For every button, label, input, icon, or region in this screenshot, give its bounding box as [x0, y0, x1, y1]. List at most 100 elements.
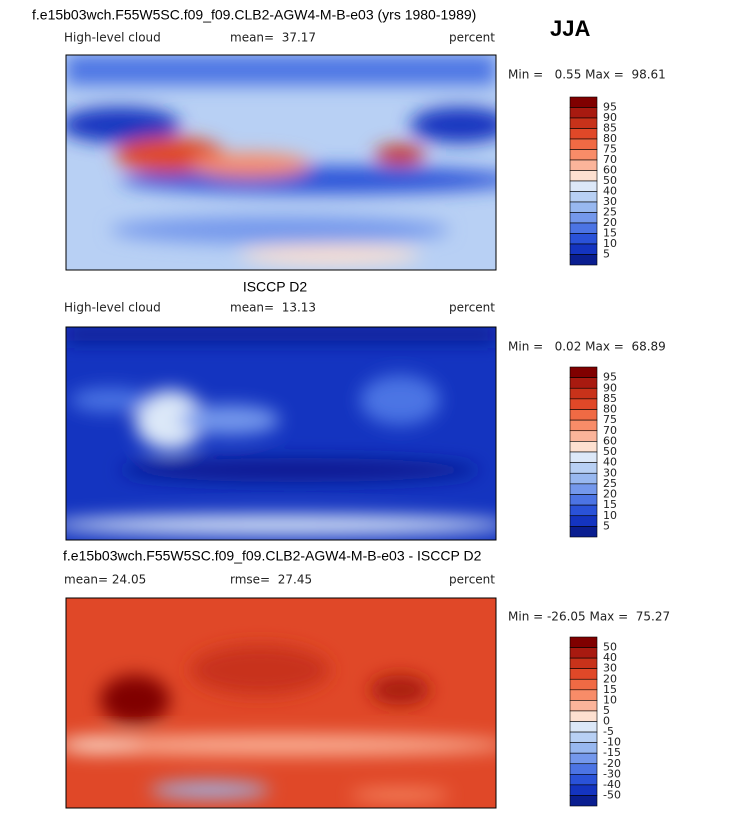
colorbar-box: [569, 149, 598, 161]
colorbar-label: 25: [603, 206, 617, 219]
colorbar-box: [569, 668, 598, 680]
colorbar-label: 30: [603, 662, 617, 675]
colorbar-label: -30: [603, 767, 621, 780]
panel-title: f.e15b03wch.F55W5SC.f09_f09.CLB2-AGW4-M-…: [63, 548, 482, 564]
colorbar-box: [569, 191, 598, 203]
colorbar-box: [569, 222, 598, 234]
colorbar-box: [569, 107, 598, 119]
colorbar-label: 15: [603, 227, 617, 240]
colorbar-box: [569, 387, 598, 400]
colorbar-box: [569, 138, 598, 150]
colorbar-label: 20: [603, 488, 617, 501]
panel-center-label: rmse= 27.45: [230, 573, 312, 587]
colorbar-label: 85: [603, 392, 617, 405]
colorbar-box: [569, 366, 598, 378]
colorbar-label: 80: [603, 403, 617, 416]
panel-left-label: High-level cloud: [64, 301, 161, 315]
min-max: Min = 0.02 Max = 68.89: [508, 340, 666, 354]
colorbar-box: [569, 494, 598, 506]
map: [66, 55, 496, 270]
colorbar-label: -15: [603, 746, 621, 759]
colorbar-label: 40: [603, 456, 617, 469]
colorbar-label: -40: [603, 778, 621, 791]
colorbar-label: -50: [603, 788, 621, 801]
colorbar-box: [569, 398, 598, 410]
figure-title: f.e15b03wch.F55W5SC.f09_f09.CLB2-AGW4-M-…: [32, 7, 476, 23]
colorbar-box: [569, 180, 598, 192]
colorbar-label: 95: [603, 371, 617, 384]
colorbar-label: 20: [603, 216, 617, 229]
colorbar-label: 5: [603, 519, 610, 532]
panel-right-label: percent: [449, 31, 495, 45]
colorbar-label: 40: [603, 185, 617, 198]
colorbar-label: 25: [603, 477, 617, 490]
colorbar-box: [569, 763, 598, 775]
colorbar-box: [569, 526, 598, 538]
colorbar-label: 95: [603, 101, 617, 114]
colorbar-label: 40: [603, 651, 617, 664]
colorbar-box: [569, 212, 598, 224]
map: [66, 598, 496, 808]
colorbar-box: [569, 689, 598, 701]
colorbar-label: 5: [603, 248, 610, 261]
colorbar-label: 70: [603, 153, 617, 166]
colorbar-box: [569, 721, 598, 733]
colorbar-label: 10: [603, 237, 617, 250]
map-frame: [65, 326, 497, 541]
colorbar-label: 80: [603, 132, 617, 145]
colorbar-label: 85: [603, 122, 617, 135]
colorbar-box: [569, 170, 598, 182]
colorbar-box: [569, 752, 598, 765]
panel-center-label: mean= 13.13: [230, 301, 316, 315]
colorbar-label: 0: [603, 715, 610, 728]
colorbar-box: [569, 504, 598, 517]
map-frame: [65, 54, 497, 271]
colorbar-label: 50: [603, 445, 617, 458]
colorbar-box: [569, 430, 598, 442]
colorbar-label: 70: [603, 424, 617, 437]
map-frame: [65, 597, 497, 809]
colorbar-box: [569, 243, 598, 255]
colorbar-label: -10: [603, 736, 621, 749]
colorbar-label: 15: [603, 683, 617, 696]
colorbar-box: [569, 419, 598, 432]
colorbar-label: 50: [603, 641, 617, 654]
colorbar-label: 75: [603, 143, 617, 156]
panel-right-label: percent: [449, 301, 495, 315]
colorbar-label: 60: [603, 434, 617, 447]
colorbar-box: [569, 731, 598, 743]
season: JJA: [550, 16, 590, 41]
colorbar-box: [569, 515, 598, 527]
colorbar-box: [569, 233, 598, 245]
colorbar-box: [569, 678, 598, 691]
panel-left-label: High-level cloud: [64, 31, 161, 45]
colorbar-label: 75: [603, 413, 617, 426]
colorbar-box: [569, 377, 598, 389]
colorbar-box: [569, 700, 598, 712]
colorbar-box: [569, 647, 598, 659]
min-max: Min = -26.05 Max = 75.27: [508, 610, 670, 624]
colorbar-label: 60: [603, 164, 617, 177]
colorbar-label: 30: [603, 195, 617, 208]
colorbar-box: [569, 774, 598, 786]
colorbar-box: [569, 201, 598, 213]
colorbar-box: [569, 795, 598, 807]
panel-left-label: mean= 24.05: [64, 573, 146, 587]
colorbar-label: -20: [603, 757, 621, 770]
colorbar-box: [569, 159, 598, 171]
colorbar-label: 10: [603, 693, 617, 706]
colorbar-box: [569, 409, 598, 421]
colorbar-label: 5: [603, 704, 610, 717]
panel-title: ISCCP D2: [243, 279, 308, 295]
colorbar-label: 15: [603, 498, 617, 511]
colorbar-box: [569, 117, 598, 129]
colorbar-box: [569, 441, 598, 453]
colorbar-label: -5: [603, 725, 614, 738]
colorbar-box: [569, 472, 598, 485]
min-max: Min = 0.55 Max = 98.61: [508, 68, 666, 82]
map: [66, 327, 496, 540]
colorbar-label: 30: [603, 466, 617, 479]
colorbar-box: [569, 636, 598, 648]
